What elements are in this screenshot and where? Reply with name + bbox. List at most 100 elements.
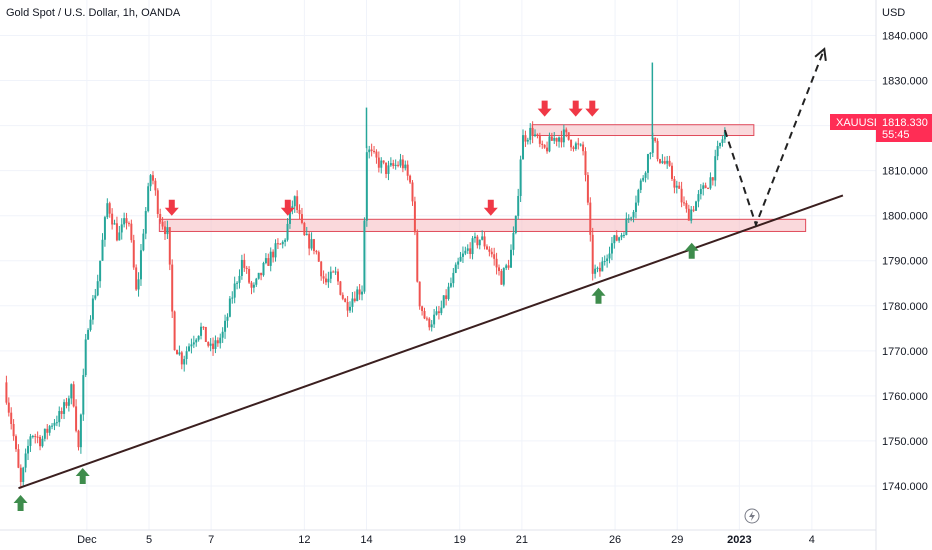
candle-body	[411, 182, 414, 202]
candle-body	[707, 188, 710, 190]
candle-body	[622, 234, 625, 236]
candle-body	[361, 291, 364, 295]
candle-body	[721, 139, 724, 144]
candle-body	[445, 295, 448, 299]
candle-body	[185, 351, 188, 360]
arrow-down-icon	[537, 100, 552, 117]
candle-body	[555, 137, 558, 142]
candle-body	[541, 143, 544, 145]
candle-body	[67, 398, 70, 406]
candle-body	[24, 453, 27, 468]
candle-body	[219, 337, 222, 344]
candle-body	[562, 129, 565, 143]
candle-body	[416, 232, 419, 282]
candle-body	[322, 276, 325, 279]
x-tick-label: 21	[516, 534, 528, 546]
candle-body	[77, 430, 80, 448]
y-tick-label: 1790.000	[882, 256, 928, 268]
candle-body	[238, 275, 241, 283]
candle-body	[53, 422, 56, 426]
candle-body	[577, 143, 580, 145]
arrow-up-icon	[684, 242, 699, 259]
candle-body	[308, 233, 311, 249]
candle-body	[195, 339, 198, 343]
candle-body	[99, 260, 102, 282]
lightning-icon[interactable]	[744, 508, 760, 524]
candle-body	[601, 261, 604, 272]
candle-body	[207, 341, 210, 346]
candle-body	[565, 129, 568, 133]
candle-body	[531, 127, 534, 136]
current-price-tag: XAUUSD 1818.330 55:45	[830, 114, 932, 142]
candle-body	[534, 134, 537, 136]
candle-body	[60, 411, 63, 414]
y-tick-label: 1740.000	[882, 481, 928, 493]
candle-body	[79, 414, 82, 448]
candle-body	[41, 438, 44, 447]
candle-body	[485, 246, 488, 250]
candle-body	[139, 250, 142, 280]
candle-body	[692, 209, 695, 211]
candle-body	[389, 163, 392, 166]
candle-body	[84, 339, 87, 376]
candle-body	[610, 243, 613, 254]
candle-body	[281, 241, 284, 245]
trend-line	[18, 194, 844, 490]
price-scale[interactable]: 1740.000 1750.000 1760.000 1770.000 1780.000…	[882, 31, 928, 493]
candle-body	[173, 311, 176, 351]
candle-body	[267, 258, 270, 266]
candle-body	[113, 223, 116, 225]
candle-body	[363, 220, 366, 292]
drawing-overlay	[18, 47, 844, 490]
y-tick-label: 1800.000	[882, 211, 928, 223]
candle-body	[399, 159, 402, 166]
candle-body	[224, 320, 227, 332]
candle-body	[654, 137, 657, 141]
candle-body	[341, 294, 344, 299]
candle-body	[36, 436, 39, 438]
candle-body	[125, 218, 128, 224]
candle-body	[118, 232, 121, 241]
candle-body	[106, 203, 109, 218]
candle-body	[526, 139, 529, 142]
candle-body	[272, 251, 275, 258]
x-tick-label: 4	[809, 534, 815, 546]
candle-body	[413, 201, 416, 233]
candle-body	[425, 318, 428, 320]
candle-body	[421, 306, 424, 311]
candle-body	[39, 436, 42, 447]
arrow-down-icon	[585, 100, 600, 117]
candle-body	[497, 267, 500, 271]
time-scale[interactable]: Dec 5 7 12 14 19 21 26 29 2023 4	[77, 534, 815, 546]
candle-body	[7, 402, 10, 413]
candle-body	[373, 150, 376, 152]
candle-body	[315, 250, 318, 253]
candle-body	[178, 352, 181, 355]
candle-body	[300, 214, 303, 223]
candle-body	[293, 196, 296, 207]
candle-body	[346, 302, 349, 311]
candle-body	[387, 165, 390, 174]
candle-body	[288, 209, 291, 224]
candle-body	[670, 165, 673, 179]
candle-body	[683, 202, 686, 204]
candle-body	[663, 161, 666, 164]
candle-body	[594, 268, 597, 274]
candle-body	[510, 249, 513, 268]
candle-body	[546, 147, 549, 152]
candle-body	[459, 256, 462, 262]
candle-body	[89, 319, 92, 330]
candle-body	[627, 218, 630, 220]
candle-body	[63, 402, 66, 414]
candle-body	[236, 282, 239, 284]
candle-body	[380, 160, 383, 168]
candle-body	[123, 218, 126, 225]
candle-body	[202, 326, 205, 328]
candle-body	[65, 402, 68, 406]
candle-body	[466, 248, 469, 251]
candle-body	[476, 236, 479, 246]
candle-body	[447, 286, 450, 299]
candle-body	[168, 227, 171, 265]
candle-body	[279, 243, 282, 245]
